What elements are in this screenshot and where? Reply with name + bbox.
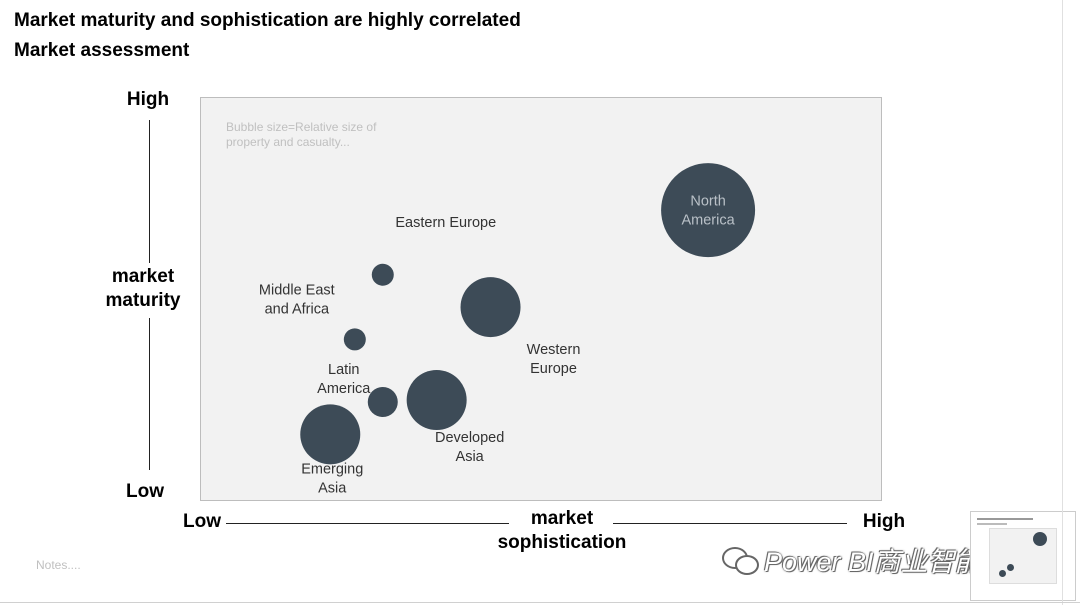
bubble-label-developed-asia-line1: Developed xyxy=(435,430,504,446)
bubble-label-western-europe-line1: Western xyxy=(527,342,581,358)
bubble-label-middle-east-and-africa-line1: Middle East xyxy=(259,282,335,298)
bubble-middle-east-and-africa xyxy=(343,328,366,351)
bubble-label-emerging-asia-line2: Asia xyxy=(318,480,347,496)
x-axis-low-label: Low xyxy=(183,511,221,532)
bubble-label-western-europe-line2: Europe xyxy=(530,361,577,377)
x-axis-title-line2: sophistication xyxy=(497,532,627,553)
x-axis-line-left xyxy=(226,523,509,524)
y-axis-low-label: Low xyxy=(126,481,164,502)
bubble-label-emerging-asia-line1: Emerging xyxy=(301,461,363,477)
bubble-latin-america xyxy=(367,387,398,418)
bubble-size-note: Bubble size=Relative size of property an… xyxy=(226,120,377,149)
x-axis-title: market sophistication xyxy=(492,507,632,555)
x-axis-line-right xyxy=(613,523,847,524)
bubble-eastern-europe xyxy=(371,263,394,286)
y-axis-title: market maturity xyxy=(92,265,194,313)
y-axis-line-top xyxy=(149,120,150,263)
bubble-developed-asia xyxy=(406,370,467,430)
panel-divider xyxy=(1062,0,1063,605)
notes-placeholder[interactable]: Notes.... xyxy=(36,558,81,572)
bubble-label-north-america-line1: North xyxy=(690,194,725,210)
bubble-label-developed-asia-line2: Asia xyxy=(456,449,485,465)
bubble-emerging-asia xyxy=(300,404,361,465)
y-axis-title-line1: market xyxy=(111,266,175,287)
page-subtitle: Market assessment xyxy=(14,40,190,61)
y-axis-high-label: High xyxy=(126,89,170,110)
wechat-icon xyxy=(722,545,759,575)
bubble-label-north-america-line2: America xyxy=(681,213,735,229)
bubble-label-latin-america-line1: Latin xyxy=(328,362,359,378)
y-axis-line-bottom xyxy=(149,318,150,470)
y-axis-title-line2: maturity xyxy=(105,290,181,311)
bubble-label-latin-america-line2: America xyxy=(317,381,371,397)
bottom-divider xyxy=(0,602,1080,603)
x-axis-high-label: High xyxy=(862,511,906,532)
page-title: Market maturity and sophistication are h… xyxy=(14,10,521,31)
slide-thumbnail[interactable] xyxy=(970,511,1076,601)
bubble-north-america xyxy=(661,163,756,258)
x-axis-title-line1: market xyxy=(530,508,594,529)
bubble-label-middle-east-and-africa-line2: and Africa xyxy=(265,301,330,317)
bubble-western-europe xyxy=(460,277,521,338)
bubble-label-eastern-europe-line1: Eastern Europe xyxy=(395,215,496,231)
